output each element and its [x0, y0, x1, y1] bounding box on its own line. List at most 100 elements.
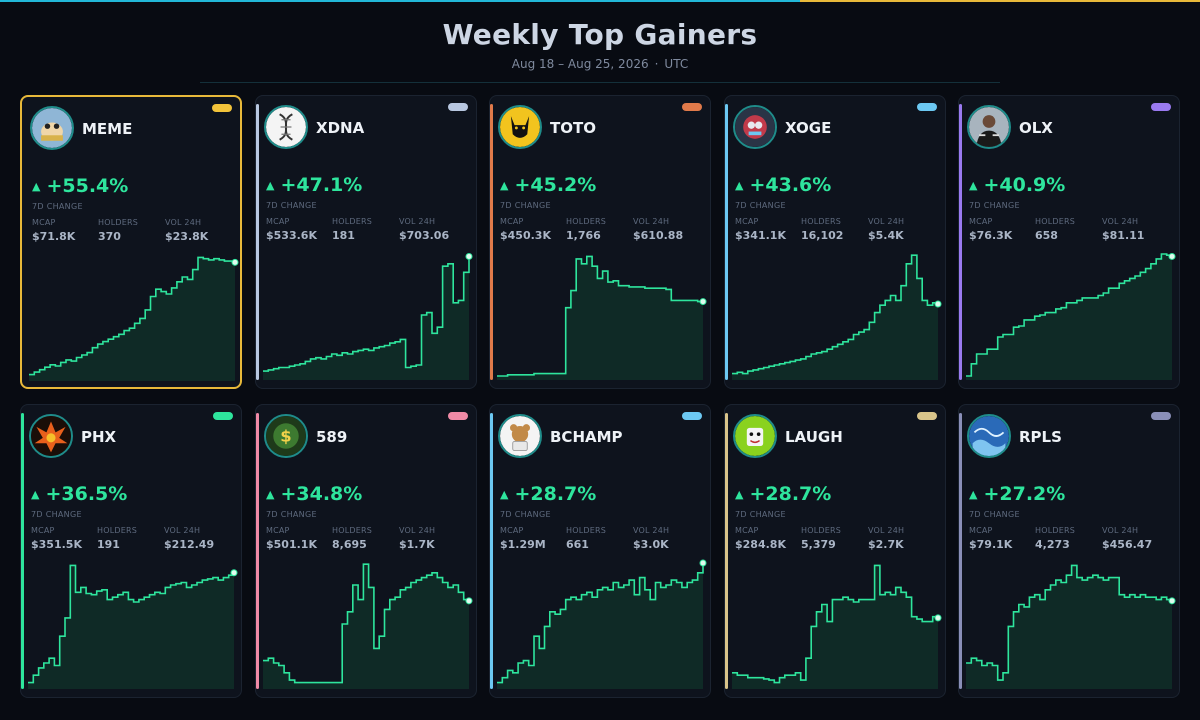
- stat-vol-label: VOL 24H: [633, 217, 670, 226]
- price-sparkline: [497, 555, 707, 689]
- stat-vol-value: $3.0K: [633, 538, 669, 551]
- money-character-avatar-icon: $: [266, 416, 306, 456]
- price-sparkline: [28, 555, 238, 689]
- stat-holders: HOLDERS 16,102: [801, 217, 843, 242]
- stat-holders-value: 370: [98, 230, 121, 243]
- change-value: ▲ +34.8%: [266, 483, 362, 505]
- top-accent-segment-gold: [800, 0, 1200, 2]
- stat-holders: HOLDERS 181: [332, 217, 372, 242]
- accent-pill: [448, 103, 468, 111]
- price-sparkline: [732, 555, 942, 689]
- sparkline-last-point: [465, 597, 473, 605]
- change-value: ▲ +45.2%: [500, 174, 596, 196]
- stat-vol: VOL 24H $2.7K: [868, 526, 904, 551]
- sparkline-svg: [497, 255, 707, 380]
- token-card-meme[interactable]: MEME ▲ +55.4% 7D CHANGE MCAP $71.8K HOLDE…: [20, 95, 242, 389]
- stat-vol-label: VOL 24H: [165, 218, 202, 227]
- change-value: ▲ +36.5%: [31, 483, 127, 505]
- stat-vol-label: VOL 24H: [1102, 217, 1139, 226]
- stat-holders-label: HOLDERS: [332, 217, 373, 226]
- stat-mcap: MCAP $450.3K: [500, 217, 551, 242]
- stat-mcap-label: MCAP: [969, 217, 993, 226]
- stat-mcap-label: MCAP: [32, 218, 56, 227]
- stat-holders: HOLDERS 370: [98, 218, 138, 243]
- stat-holders-label: HOLDERS: [97, 526, 138, 535]
- token-avatar: [733, 414, 777, 458]
- timezone: UTC: [664, 57, 689, 71]
- page-header: Weekly Top Gainers Aug 18 – Aug 25, 2026…: [0, 18, 1200, 71]
- man-portrait-avatar-icon: [969, 107, 1009, 147]
- token-avatar: [967, 105, 1011, 149]
- sparkline-line: [29, 256, 236, 376]
- change-percent: +27.2%: [983, 483, 1066, 505]
- sparkline-area: [28, 565, 234, 689]
- token-ticker: XDNA: [316, 119, 365, 137]
- token-avatar: $: [264, 414, 308, 458]
- separator-dot: ·: [654, 57, 659, 71]
- change-label: 7D CHANGE: [735, 510, 786, 519]
- stat-vol: VOL 24H $5.4K: [868, 217, 904, 242]
- stat-mcap-value: $284.8K: [735, 538, 786, 551]
- accent-pill: [448, 412, 468, 420]
- accent-pill: [1151, 412, 1171, 420]
- sparkline-area: [263, 256, 469, 380]
- stat-mcap-label: MCAP: [969, 526, 993, 535]
- sparkline-svg: [263, 563, 473, 689]
- sparkline-svg: [497, 559, 707, 689]
- price-sparkline: [966, 555, 1176, 689]
- token-card-olx[interactable]: OLX ▲ +40.9% 7D CHANGE MCAP $76.3K HOLDER…: [958, 95, 1180, 389]
- date-range: Aug 18 – Aug 25, 2026: [511, 57, 649, 71]
- token-card-589[interactable]: $ 589 ▲ +34.8% 7D CHANGE MCAP $501.1K HOL…: [255, 404, 477, 698]
- token-avatar: [967, 414, 1011, 458]
- card-accent-edge: [256, 104, 259, 380]
- stat-vol-label: VOL 24H: [868, 217, 905, 226]
- token-ticker: LAUGH: [785, 428, 843, 446]
- token-card-xoge[interactable]: XOGE ▲ +43.6% 7D CHANGE MCAP $341.1K HOLD…: [724, 95, 946, 389]
- stat-vol-value: $1.7K: [399, 538, 435, 551]
- sparkline-area: [497, 256, 703, 380]
- token-stats: MCAP $533.6K HOLDERS 181 VOL 24H $703.06: [266, 217, 466, 243]
- stat-holders-label: HOLDERS: [1035, 526, 1076, 535]
- token-card-rpls[interactable]: RPLS ▲ +27.2% 7D CHANGE MCAP $79.1K HOLDE…: [958, 404, 1180, 698]
- token-ticker: PHX: [81, 428, 117, 446]
- accent-pill: [917, 412, 937, 420]
- change-label: 7D CHANGE: [969, 510, 1020, 519]
- stat-mcap-label: MCAP: [266, 217, 290, 226]
- sparkline-line: [28, 564, 235, 684]
- accent-pill: [682, 103, 702, 111]
- sparkline-svg: [263, 252, 473, 380]
- token-card-laugh[interactable]: LAUGH ▲ +28.7% 7D CHANGE MCAP $284.8K HOL…: [724, 404, 946, 698]
- token-card-bchamp[interactable]: BCHAMP ▲ +28.7% 7D CHANGE MCAP $1.29M HOL…: [489, 404, 711, 698]
- sparkline-svg: [732, 254, 942, 380]
- stat-holders: HOLDERS 8,695: [332, 526, 372, 551]
- stat-mcap-label: MCAP: [31, 526, 55, 535]
- sparkline-last-point: [699, 559, 707, 567]
- stat-mcap: MCAP $79.1K: [969, 526, 1012, 551]
- change-label: 7D CHANGE: [500, 201, 551, 210]
- token-stats: MCAP $450.3K HOLDERS 1,766 VOL 24H $610.…: [500, 217, 700, 243]
- sparkline-area: [263, 564, 469, 689]
- token-stats: MCAP $76.3K HOLDERS 658 VOL 24H $81.11: [969, 217, 1169, 243]
- stat-holders: HOLDERS 4,273: [1035, 526, 1075, 551]
- stat-holders: HOLDERS 661: [566, 526, 606, 551]
- sparkline-svg: [966, 252, 1176, 380]
- token-ticker: RPLS: [1019, 428, 1062, 446]
- price-sparkline: [497, 246, 707, 380]
- stat-mcap-label: MCAP: [735, 217, 759, 226]
- change-percent: +36.5%: [45, 483, 128, 505]
- stat-vol: VOL 24H $456.47: [1102, 526, 1152, 551]
- token-card-xdna[interactable]: XDNA ▲ +47.1% 7D CHANGE MCAP $533.6K HOLD…: [255, 95, 477, 389]
- price-sparkline: [263, 555, 473, 689]
- stat-mcap: MCAP $341.1K: [735, 217, 786, 242]
- sparkline-line: [263, 256, 470, 372]
- sparkline-line: [497, 563, 704, 684]
- stat-holders-label: HOLDERS: [98, 218, 139, 227]
- card-accent-edge: [725, 413, 728, 689]
- sparkline-last-point: [934, 300, 942, 308]
- stat-vol-value: $2.7K: [868, 538, 904, 551]
- token-card-phx[interactable]: PHX ▲ +36.5% 7D CHANGE MCAP $351.5K HOLDE…: [20, 404, 242, 698]
- up-triangle-icon: ▲: [969, 488, 978, 501]
- stat-vol-label: VOL 24H: [164, 526, 201, 535]
- token-card-toto[interactable]: TOTO ▲ +45.2% 7D CHANGE MCAP $450.3K HOLD…: [489, 95, 711, 389]
- card-accent-edge: [959, 413, 962, 689]
